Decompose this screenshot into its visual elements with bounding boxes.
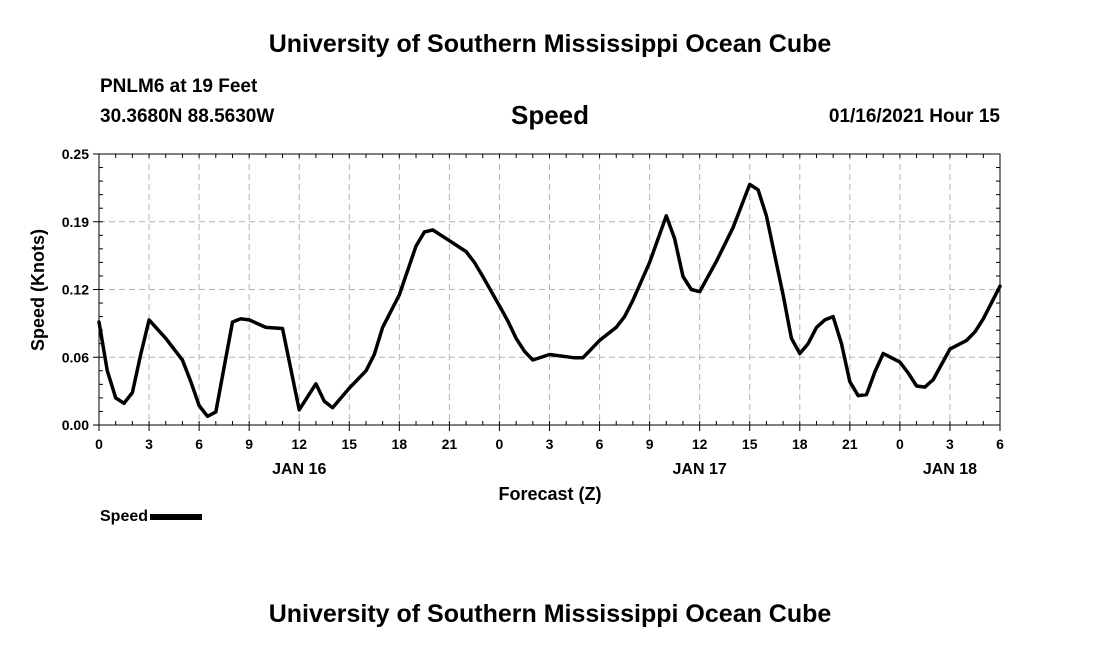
y-tick-label: 0.25: [62, 146, 89, 162]
x-tick-label: 0: [95, 436, 103, 452]
axes: 0.00 0.06 0.12 0.19 0.25 0 3 6 9 12 15 18 21 0 3 6 9 12 15…: [62, 146, 1004, 478]
day-label: JAN 18: [923, 461, 977, 478]
legend-swatch: [150, 513, 203, 520]
station-name: PNLM6 at 19 Feet: [100, 76, 258, 97]
x-tick-label: 0: [896, 436, 904, 452]
y-axis-label: Speed (Knots): [28, 229, 48, 351]
station-coordinates: 30.3680N 88.5630W: [100, 106, 275, 127]
x-tick-label: 6: [996, 436, 1004, 452]
x-tick-label: 9: [646, 436, 654, 452]
x-axis-label: Forecast (Z): [498, 484, 601, 504]
y-tick-label: 0.06: [62, 349, 89, 365]
x-tick-label: 15: [742, 436, 758, 452]
day-label: JAN 16: [272, 461, 326, 478]
y-tick-label: 0.12: [62, 282, 89, 298]
x-tick-label: 12: [291, 436, 307, 452]
x-tick-label: 3: [946, 436, 954, 452]
x-tick-label: 12: [692, 436, 708, 452]
x-tick-label: 3: [546, 436, 554, 452]
chart-title: Speed: [510, 100, 590, 130]
y-tick-label: 0.00: [62, 417, 89, 433]
series-layer: [97, 182, 1002, 419]
y-tick-label: 0.19: [62, 214, 89, 230]
x-tick-label: 9: [245, 436, 253, 452]
grid-lines: [99, 154, 1000, 425]
series-line-speed: [97, 182, 1002, 419]
x-tick-label: 6: [195, 436, 203, 452]
x-tick-label: 15: [341, 436, 357, 452]
x-tick-label: 18: [392, 436, 408, 452]
x-tick-label: 18: [792, 436, 808, 452]
legend: Speed: [100, 508, 203, 526]
x-tick-label: 21: [442, 436, 458, 452]
legend-label: Speed: [100, 508, 149, 525]
forecast-date: 01/16/2021 Hour 15: [828, 106, 1000, 127]
header-title: University of Southern Mississippi Ocean…: [268, 30, 832, 58]
x-tick-label: 6: [596, 436, 604, 452]
day-label: JAN 17: [673, 461, 727, 478]
x-tick-label: 21: [842, 436, 858, 452]
footer-title: University of Southern Mississippi Ocean…: [268, 600, 832, 628]
x-tick-label: 3: [145, 436, 153, 452]
x-tick-label: 0: [496, 436, 504, 452]
